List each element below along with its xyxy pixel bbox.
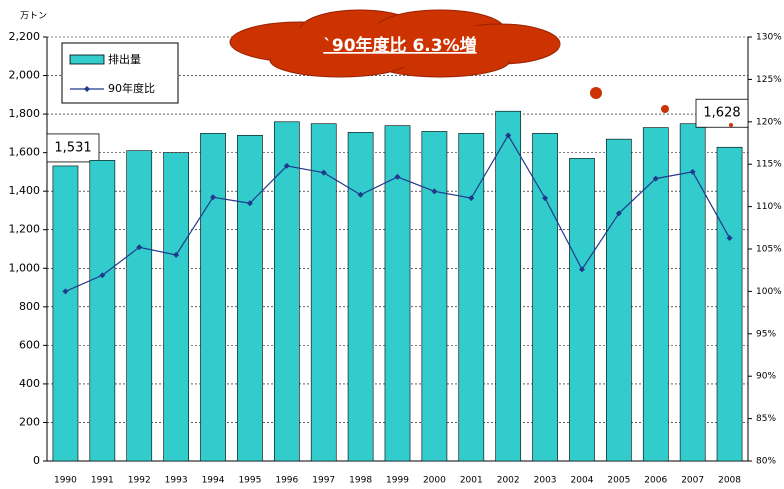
x-tick-label: 2006 — [644, 476, 667, 486]
value-label: 1,531 — [54, 140, 91, 155]
marker — [357, 191, 364, 198]
x-tick-label: 2007 — [681, 476, 704, 486]
marker — [62, 288, 69, 295]
x-tick-label: 1998 — [349, 476, 372, 486]
x-tick-label: 2005 — [607, 476, 630, 486]
x-tick-label: 2001 — [460, 476, 483, 486]
x-tick-label: 1995 — [238, 476, 261, 486]
marker — [542, 195, 549, 202]
plot-area: 0 200 400 600 800 1,000 1,200 1,400 1,600 1,800 2,… — [9, 30, 783, 486]
marker — [136, 244, 143, 251]
y-tick-label: 600 — [19, 338, 40, 351]
cloud-dot — [590, 87, 602, 99]
y-tick-label: 1,000 — [9, 261, 41, 274]
annotation: `90年度比 6.3%増 — [323, 35, 476, 56]
marker — [726, 234, 733, 241]
x-tick-label: 2002 — [497, 476, 520, 486]
legend: 排出量 90年度比 — [61, 42, 179, 104]
bar — [347, 132, 374, 462]
x-tick-label: 1992 — [128, 476, 151, 486]
value-label-box — [46, 133, 100, 163]
bar — [126, 150, 153, 462]
y2-tick-label: 115% — [756, 160, 782, 170]
y2-tick-label: 110% — [756, 202, 782, 212]
y2-tick-label: 90% — [756, 372, 776, 382]
legend-marker — [84, 86, 90, 92]
x-tick-label: 2004 — [571, 476, 594, 486]
x-tick-label: 2003 — [534, 476, 557, 486]
value-label-box — [695, 98, 749, 128]
bar — [89, 160, 116, 462]
y2-tick-label: 100% — [756, 287, 782, 297]
y2-tick-label: 95% — [756, 329, 776, 339]
bar — [606, 138, 632, 462]
x-tick-label: 1993 — [165, 476, 188, 486]
bar — [52, 165, 79, 462]
y-tick-label: 2,000 — [9, 69, 41, 82]
units-label: 万トン — [20, 12, 47, 22]
y-tick-label: 400 — [19, 377, 40, 390]
y-tick-label: 2,200 — [9, 30, 41, 43]
bar — [163, 152, 189, 462]
x-tick-label: 2000 — [423, 476, 446, 486]
y2-tick-label: 85% — [756, 414, 776, 424]
bar — [421, 131, 448, 462]
x-tick-label: 2008 — [718, 476, 741, 486]
marker — [652, 175, 659, 182]
legend-label: 90年度比 — [108, 81, 155, 95]
cloud-dot — [661, 105, 669, 113]
bar — [532, 133, 558, 462]
bar — [679, 123, 706, 462]
y-tick-label: 0 — [33, 454, 40, 467]
x-tick-label: 1990 — [54, 476, 77, 486]
y2-tick-label: 120% — [756, 117, 782, 127]
marker — [246, 200, 253, 207]
marker — [431, 188, 438, 195]
y2-tick-label: 105% — [756, 245, 782, 255]
marker — [468, 195, 475, 202]
marker — [689, 168, 696, 175]
marker — [210, 194, 217, 201]
x-tick-label: 1991 — [91, 476, 114, 486]
marker — [283, 162, 290, 169]
y-tick-label: 200 — [19, 415, 40, 428]
bar — [642, 127, 669, 462]
x-tick-label: 1996 — [275, 476, 298, 486]
marker — [615, 210, 622, 217]
marker — [320, 169, 327, 176]
legend-swatch — [69, 54, 105, 65]
marker — [99, 272, 106, 279]
legend-label: 排出量 — [108, 52, 141, 66]
cloud-dot — [729, 123, 733, 127]
bar — [569, 158, 595, 462]
x-tick-label: 1997 — [312, 476, 335, 486]
bar — [458, 133, 485, 462]
bar — [310, 123, 337, 462]
bar — [237, 134, 263, 462]
marker — [394, 173, 401, 180]
y2-tick-label: 125% — [756, 75, 782, 85]
marker — [578, 266, 585, 273]
y2-tick-label: 130% — [756, 33, 782, 43]
bar — [495, 110, 522, 462]
annotation-cloud: `90年度比 6.3%増 — [229, 9, 733, 127]
bar — [273, 121, 300, 462]
y-tick-label: 1,400 — [9, 184, 41, 197]
bar — [716, 146, 743, 462]
y2-tick-label: 80% — [756, 457, 776, 467]
marker — [505, 132, 512, 139]
x-tick-label: 1999 — [386, 476, 409, 486]
y-tick-label: 1,800 — [9, 107, 41, 120]
y-tick-label: 1,200 — [9, 223, 41, 236]
marker — [173, 251, 180, 258]
y-tick-label: 1,600 — [9, 146, 41, 159]
x-tick-label: 1994 — [202, 476, 225, 486]
y-tick-label: 800 — [19, 300, 40, 313]
bar — [200, 133, 226, 462]
value-label: 1,628 — [703, 106, 740, 121]
